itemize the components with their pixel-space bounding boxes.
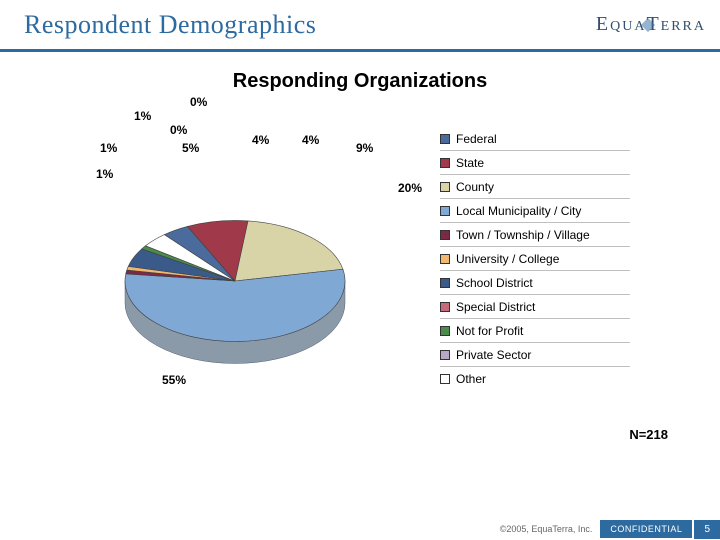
pct-label: 5%	[182, 141, 199, 155]
legend-item: University / College	[440, 249, 630, 271]
legend-label: School District	[456, 276, 533, 290]
pct-label: 0%	[190, 95, 207, 109]
legend-item: Town / Township / Village	[440, 225, 630, 247]
legend-label: Federal	[456, 132, 497, 146]
legend-swatch	[440, 158, 450, 168]
chart-body: 0%1%0%4%4%9%20%55%1%1%5% FederalStateCou…	[20, 101, 700, 421]
legend-swatch	[440, 278, 450, 288]
legend-item: State	[440, 153, 630, 175]
confidential-badge: CONFIDENTIAL	[600, 520, 692, 538]
chart-container: Responding Organizations 0% 1% 0% 4% 4% 9% 20%…	[0, 52, 720, 480]
legend-item: Other	[440, 369, 630, 391]
pct-label: 1%	[96, 167, 113, 181]
pct-label: 20%	[398, 181, 422, 195]
page-number: 5	[694, 520, 720, 539]
legend-swatch	[440, 182, 450, 192]
pct-label: 0%	[170, 123, 187, 137]
legend-item: Federal	[440, 129, 630, 151]
pct-label: 55%	[162, 373, 186, 387]
pie-svg	[70, 141, 410, 441]
pct-label: 4%	[252, 133, 269, 147]
legend-label: State	[456, 156, 484, 170]
page-header: Respondent Demographics EquaTerra	[0, 0, 720, 52]
legend-swatch	[440, 254, 450, 264]
legend-swatch	[440, 206, 450, 216]
legend-swatch	[440, 302, 450, 312]
legend-label: Town / Township / Village	[456, 228, 590, 242]
legend-swatch	[440, 230, 450, 240]
chart-legend: Federal State County Local Municipality / C…	[440, 101, 700, 421]
legend-swatch	[440, 326, 450, 336]
copyright-text: ©2005, EquaTerra, Inc.	[500, 524, 593, 534]
pct-label: 1%	[100, 141, 117, 155]
pct-label: 1%	[134, 109, 151, 123]
pie-chart: 0%1%0%4%4%9%20%55%1%1%5%	[20, 101, 440, 421]
legend-swatch	[440, 350, 450, 360]
legend-label: County	[456, 180, 494, 194]
page-footer: ©2005, EquaTerra, Inc. CONFIDENTIAL 5	[0, 518, 720, 540]
pct-label: 4%	[302, 133, 319, 147]
legend-item: Special District	[440, 297, 630, 319]
page-title: Respondent Demographics	[24, 10, 316, 40]
legend-item: School District	[440, 273, 630, 295]
legend-label: Local Municipality / City	[456, 204, 581, 218]
legend-label: Special District	[456, 300, 535, 314]
legend-label: Other	[456, 372, 486, 386]
legend-label: Private Sector	[456, 348, 531, 362]
legend-item: Local Municipality / City	[440, 201, 630, 223]
legend-swatch	[440, 374, 450, 384]
chart-title: Responding Organizations	[20, 70, 700, 93]
legend-swatch	[440, 134, 450, 144]
brand-logo: EquaTerra	[596, 13, 712, 36]
legend-item: Private Sector	[440, 345, 630, 367]
pct-label: 9%	[356, 141, 373, 155]
legend-item: County	[440, 177, 630, 199]
legend-item: Not for Profit	[440, 321, 630, 343]
legend-label: University / College	[456, 252, 559, 266]
legend-label: Not for Profit	[456, 324, 523, 338]
